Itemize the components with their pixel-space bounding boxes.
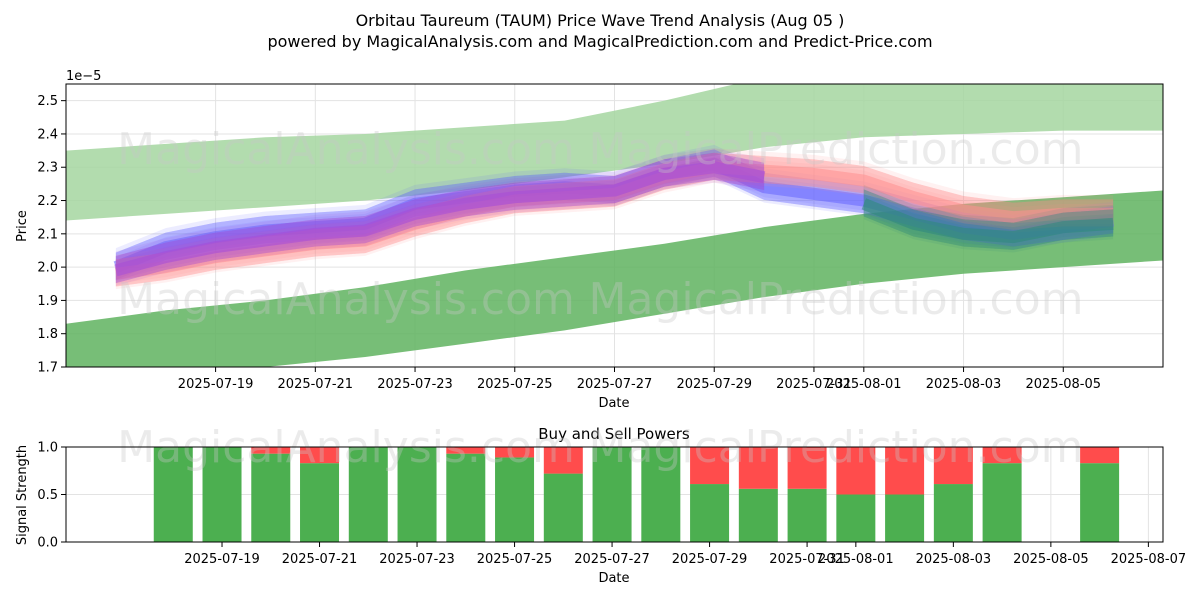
price-y-tick-label: 2.2 (37, 194, 58, 209)
price-x-tick-label: 2025-07-25 (477, 377, 553, 392)
signal-y-tick-label: 0.5 (37, 488, 58, 503)
price-y-tick-label: 2.3 (37, 161, 58, 176)
signal-x-tick-label: 2025-08-01 (818, 552, 894, 567)
price-x-tick-label: 2025-07-31 (776, 377, 852, 392)
signal-x-tick-label: 2025-07-25 (477, 552, 553, 567)
buy-bar (982, 463, 1022, 542)
price-wave-envelope-4 (115, 152, 765, 284)
buy-bar (397, 447, 437, 542)
buy-bar (348, 447, 388, 542)
sell-bar (1080, 447, 1120, 464)
signal-y-tick-label: 0.0 (37, 536, 58, 551)
signal-x-tick-label: 2025-07-19 (184, 552, 260, 567)
buy-bar (885, 494, 925, 542)
price-wave-envelope-4 (115, 152, 765, 284)
sell-bar (543, 447, 583, 474)
signal-panel: Buy and Sell Powers MagicalAnalysis.com … (15, 422, 1186, 586)
signal-x-tick-label: 2025-07-23 (379, 552, 455, 567)
price-band-0 (66, 84, 1163, 221)
signal-x-tick-label: 2025-07-29 (672, 552, 748, 567)
price-y-axis-label: Price (15, 210, 30, 242)
price-x-tick-label: 2025-07-27 (577, 377, 653, 392)
buy-bar (836, 494, 876, 542)
watermark-4: MagicalPrediction.com (589, 274, 1084, 325)
price-y-tick-label: 2.1 (37, 227, 58, 242)
price-axis-ticks: 2025-07-19 2025-07-21 2025-07-23 2025-07-25… (37, 94, 1101, 392)
price-x-tick-label: 2025-07-23 (377, 377, 453, 392)
signal-x-axis-label: Date (598, 571, 629, 586)
buy-bar (153, 447, 193, 542)
buy-bar (641, 447, 681, 542)
signal-x-tick-label: 2025-07-27 (574, 552, 650, 567)
buy-bar (738, 488, 778, 542)
signal-x-tick-label: 2025-07-31 (769, 552, 845, 567)
sell-bar (982, 447, 1022, 464)
signal-panel-title: Buy and Sell Powers (538, 425, 690, 443)
sell-bar (446, 447, 486, 454)
buy-bar (592, 447, 632, 542)
price-x-tick-label: 2025-07-19 (178, 377, 254, 392)
buy-bar (1080, 463, 1120, 542)
buy-bar (495, 457, 535, 542)
price-y-tick-label: 1.8 (37, 327, 58, 342)
signal-x-tick-label: 2025-08-07 (1111, 552, 1187, 567)
signal-x-tick-label: 2025-08-03 (916, 552, 992, 567)
signal-x-tick-label: 2025-07-21 (282, 552, 358, 567)
signal-axis-ticks: 2025-07-19 2025-07-21 2025-07-23 2025-07-25… (37, 441, 1186, 568)
signal-bars (153, 447, 1120, 542)
signal-x-tick-label: 2025-08-05 (1013, 552, 1089, 567)
price-y-tick-label: 2.4 (37, 127, 58, 142)
price-x-axis-label: Date (598, 396, 629, 411)
watermark-3: MagicalAnalysis.com (117, 274, 575, 325)
sell-bar (933, 447, 973, 485)
price-wave-envelope-3 (115, 157, 1114, 284)
chart-subtitle: powered by MagicalAnalysis.com and Magic… (267, 32, 932, 51)
price-wave-line-4 (114, 161, 766, 277)
watermark-2: MagicalPrediction.com (589, 124, 1084, 175)
price-wave-envelope-4 (115, 148, 765, 286)
price-x-tick-label: 2025-08-03 (926, 377, 1002, 392)
watermark-1: MagicalAnalysis.com (117, 124, 575, 175)
chart-title: Orbitau Taureum (TAUM) Price Wave Trend … (356, 11, 845, 30)
price-series (66, 84, 1163, 367)
buy-bar (202, 447, 242, 542)
sell-bar (300, 447, 340, 464)
sell-bar (495, 447, 535, 458)
sell-bar (787, 447, 827, 489)
price-y-scale-note: 1e−5 (66, 69, 101, 84)
price-y-tick-label: 1.7 (37, 361, 58, 376)
buy-bar (446, 453, 486, 542)
sell-bar (690, 447, 730, 485)
sell-bar (885, 447, 925, 495)
buy-bar (300, 463, 340, 542)
price-x-tick-label: 2025-07-21 (278, 377, 354, 392)
price-band-1 (66, 190, 1163, 367)
price-panel: MagicalAnalysis.com MagicalPrediction.co… (15, 69, 1164, 411)
buy-bar (933, 484, 973, 542)
signal-y-axis-label: Signal Strength (15, 445, 30, 545)
price-x-tick-label: 2025-08-05 (1025, 377, 1101, 392)
price-wave-envelope-4 (115, 152, 765, 284)
buy-bar (543, 473, 583, 542)
price-y-tick-label: 1.9 (37, 294, 58, 309)
sell-bar (836, 447, 876, 495)
price-wave-line-5 (861, 198, 1114, 244)
sell-bar (251, 447, 291, 454)
signal-y-tick-label: 1.0 (37, 441, 58, 456)
buy-bar (690, 484, 730, 542)
price-x-tick-label: 2025-08-01 (826, 377, 902, 392)
price-wave-envelope-4 (115, 152, 765, 284)
price-y-tick-label: 2.5 (37, 94, 58, 109)
price-x-tick-label: 2025-07-29 (676, 377, 752, 392)
price-y-tick-label: 2.0 (37, 261, 58, 276)
buy-bar (251, 453, 291, 542)
sell-bar (738, 447, 778, 489)
buy-bar (787, 488, 827, 542)
